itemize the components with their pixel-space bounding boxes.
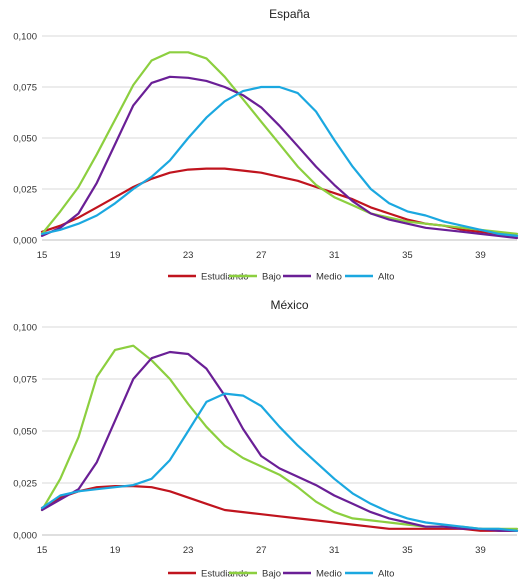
- legend-label: Estudiando: [201, 569, 249, 580]
- x-tick-label: 31: [329, 545, 340, 556]
- x-tick-label: 23: [183, 250, 194, 261]
- x-tick-label: 15: [37, 250, 48, 261]
- x-tick-label: 39: [475, 250, 486, 261]
- series-line-bajo: [40, 344, 519, 530]
- legend-label: Alto: [378, 272, 394, 283]
- x-tick-label: 27: [256, 250, 267, 261]
- x-tick-label: 19: [110, 250, 121, 261]
- legend-label: Medio: [316, 569, 342, 580]
- chart-title: España: [269, 7, 310, 21]
- legend-label: Alto: [378, 569, 394, 580]
- series-line-alto: [40, 85, 519, 237]
- x-tick-label: 15: [37, 545, 48, 556]
- legend-label: Estudiando: [201, 272, 249, 283]
- y-tick-label: 0,000: [13, 531, 37, 542]
- chart-panel-espana: España 0,000 0,025 0,050 0,075 0,100 15 19 23 27…: [13, 7, 519, 283]
- x-tick-label: 35: [402, 545, 413, 556]
- legend-label: Bajo: [262, 569, 281, 580]
- y-tick-label: 0,100: [13, 323, 37, 334]
- y-tick-label: 0,000: [13, 236, 37, 247]
- x-tick-label: 27: [256, 545, 267, 556]
- x-tick-label: 35: [402, 250, 413, 261]
- y-tick-label: 0,050: [13, 134, 37, 145]
- chart-title: México: [270, 298, 308, 312]
- y-tick-label: 0,100: [13, 32, 37, 43]
- x-tick-label: 39: [475, 545, 486, 556]
- x-tick-label: 19: [110, 545, 121, 556]
- x-tick-label: 23: [183, 545, 194, 556]
- legend-label: Bajo: [262, 272, 281, 283]
- y-tick-label: 0,025: [13, 479, 37, 490]
- y-tick-label: 0,075: [13, 375, 37, 386]
- y-tick-label: 0,025: [13, 185, 37, 196]
- series-line-medio: [40, 350, 519, 532]
- y-tick-label: 0,050: [13, 427, 37, 438]
- legend-label: Medio: [316, 272, 342, 283]
- series-line-medio: [40, 75, 519, 240]
- chart-panel-mexico: México 0,000 0,025 0,050 0,075 0,100 15 19 23 27…: [13, 298, 519, 580]
- x-tick-label: 31: [329, 250, 340, 261]
- series-line-bajo: [40, 51, 519, 235]
- y-tick-label: 0,075: [13, 83, 37, 94]
- series-line-alto: [40, 392, 519, 532]
